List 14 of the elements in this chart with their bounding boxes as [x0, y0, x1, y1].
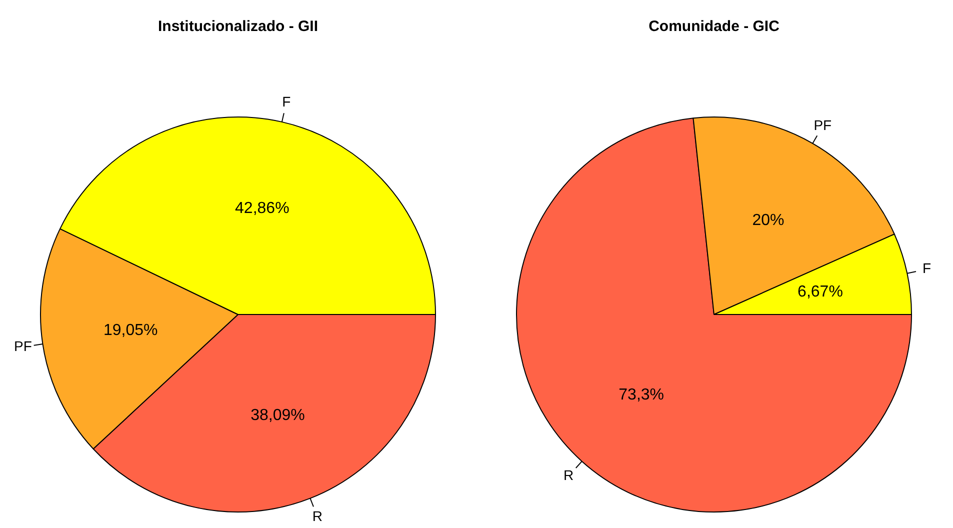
slice-label: PF [14, 338, 32, 354]
data-label: 42,86% [235, 200, 290, 218]
slice-label: PF [814, 116, 832, 133]
chart-title: Comunidade - GIC [648, 18, 780, 36]
data-label: 73,3% [618, 386, 664, 404]
data-label: 19,05% [103, 322, 158, 340]
data-label: 38,09% [250, 407, 305, 424]
slice-label: R [563, 467, 574, 484]
data-label: 6,67% [798, 283, 843, 300]
slice-label: F [922, 260, 932, 276]
slice-label: R [312, 508, 323, 524]
chart-title: Institucionalizado - GII [158, 18, 318, 36]
slice-label: F [282, 93, 291, 110]
data-label: 20% [752, 212, 784, 229]
